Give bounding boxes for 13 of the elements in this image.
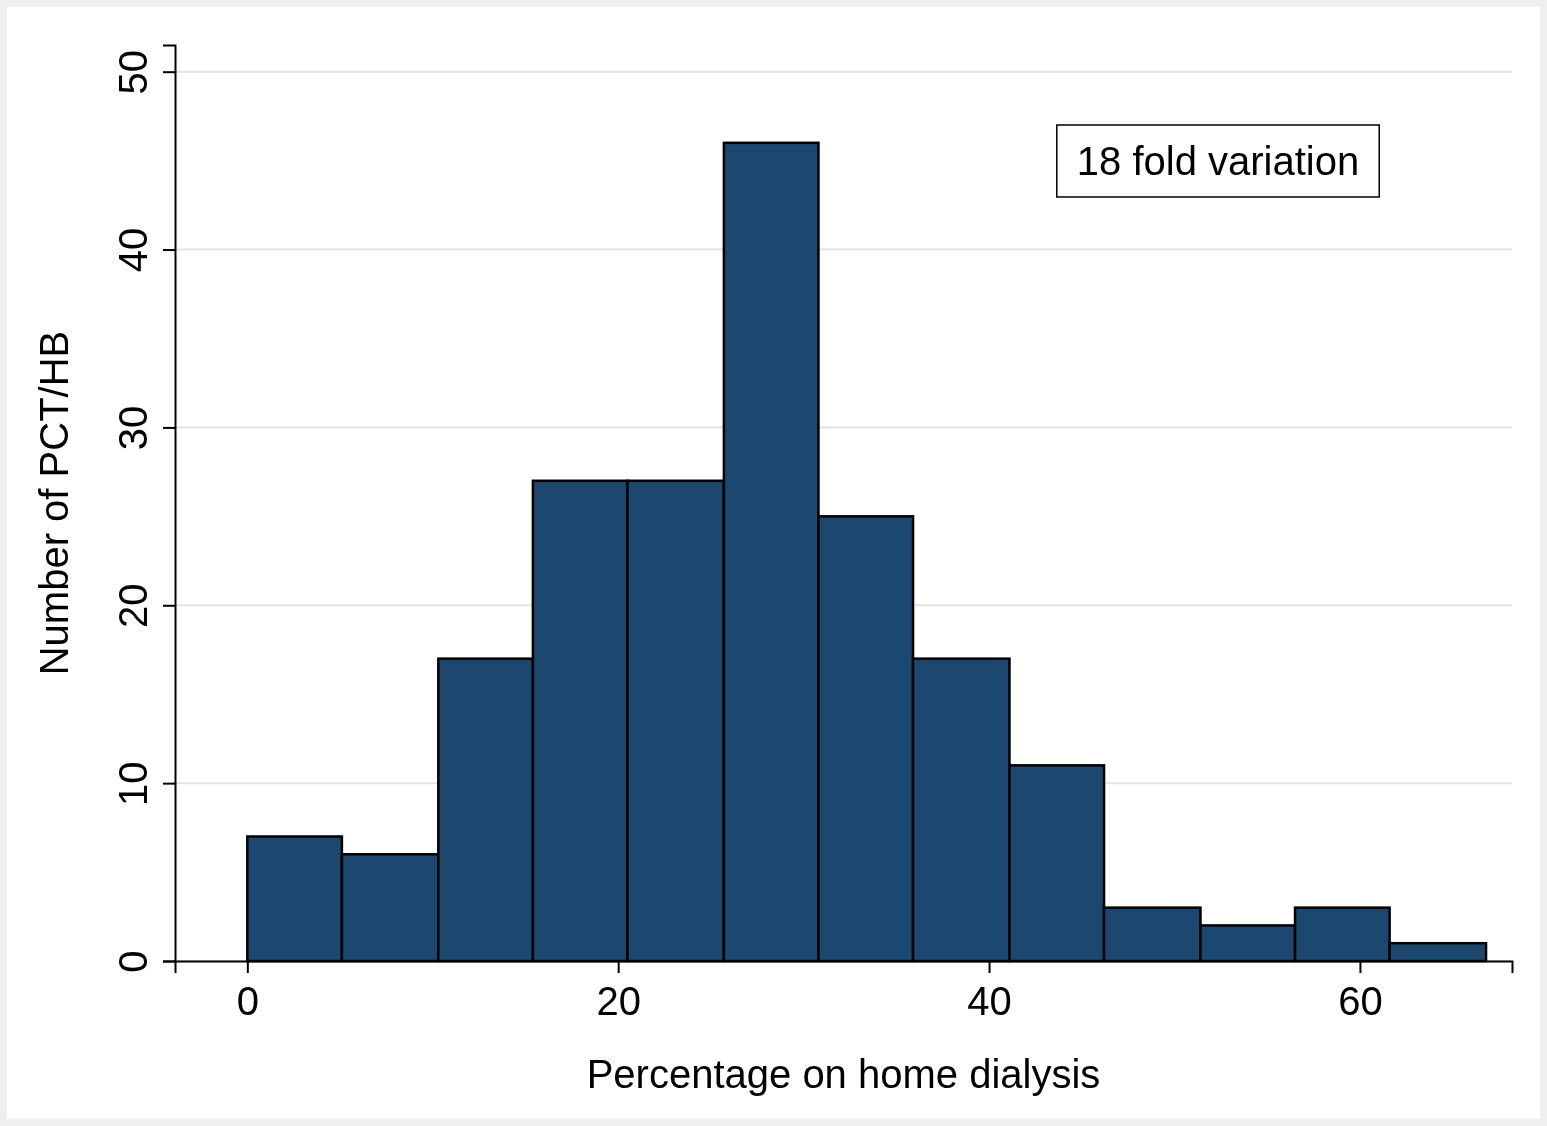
y-tick-label: 50 xyxy=(111,49,155,95)
annotation: 18 fold variation xyxy=(1076,139,1360,183)
y-tick-label: 30 xyxy=(111,405,155,451)
x-tick-label: 20 xyxy=(596,979,641,1024)
x-tick-label: 40 xyxy=(967,979,1012,1024)
x-tick-label: 60 xyxy=(1338,979,1383,1024)
y-axis-title: Number of PCT/HB xyxy=(32,330,76,676)
y-tick-label: 10 xyxy=(111,761,155,806)
y-tick-label: 20 xyxy=(111,583,155,629)
y-tick-label: 0 xyxy=(111,950,155,973)
y-tick-label: 40 xyxy=(111,227,155,273)
x-axis-title: Percentage on home dialysis xyxy=(586,1052,1101,1096)
x-tick-label: 0 xyxy=(236,979,259,1024)
